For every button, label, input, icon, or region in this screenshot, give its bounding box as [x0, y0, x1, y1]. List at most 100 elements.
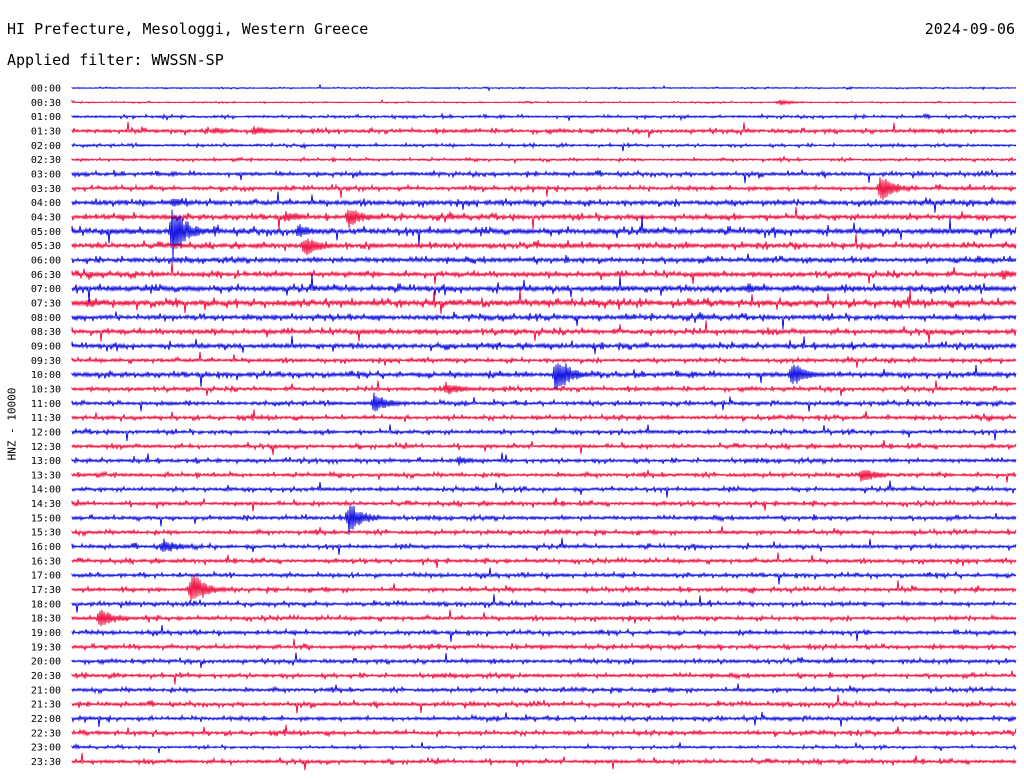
date-label: 2024-09-06: [924, 20, 1015, 38]
trace-row-2300: [71, 742, 1017, 754]
trace-row-0800: [71, 311, 1017, 330]
time-tick-label: 21:30: [31, 700, 61, 711]
time-tick-label: 19:00: [31, 628, 61, 639]
time-tick-label: 01:30: [31, 126, 61, 137]
time-tick-label: 02:00: [31, 141, 61, 152]
page-title: HI Prefecture, Mesologgi, Western Greece: [7, 20, 369, 38]
time-tick-label: 02:30: [31, 155, 61, 166]
time-tick-label: 09:30: [31, 356, 61, 367]
trace-row-1930: [71, 638, 1017, 652]
time-tick-label: 23:30: [31, 757, 61, 768]
time-tick-label: 07:30: [31, 298, 61, 309]
time-tick-label: 20:30: [31, 671, 61, 682]
time-tick-label: 00:30: [31, 98, 61, 109]
time-tick-label: 07:00: [31, 284, 61, 295]
trace-row-2030: [71, 670, 1017, 685]
time-tick-label: 23:00: [31, 743, 61, 754]
time-tick-label: 14:00: [31, 485, 61, 496]
trace-row-0630: [71, 262, 1017, 285]
trace-row-1830: [71, 609, 1017, 627]
trace-row-0000: [71, 83, 1017, 92]
trace-row-1100: [71, 392, 1017, 412]
time-tick-label: 16:30: [31, 556, 61, 567]
time-tick-label: 17:30: [31, 585, 61, 596]
time-tick-label: 10:30: [31, 384, 61, 395]
trace-row-0300: [71, 169, 1017, 184]
time-tick-label: 06:30: [31, 270, 61, 281]
time-tick-label: 13:00: [31, 456, 61, 467]
trace-row-0100: [71, 112, 1017, 122]
trace-row-0130: [71, 121, 1017, 138]
time-tick-label: 05:00: [31, 227, 61, 238]
trace-row-1630: [71, 552, 1017, 569]
trace-row-0700: [71, 274, 1017, 303]
trace-row-1600: [71, 537, 1017, 556]
time-tick-label: 03:30: [31, 184, 61, 195]
time-tick-label: 21:00: [31, 685, 61, 696]
time-tick-label: 18:00: [31, 599, 61, 610]
time-tick-label: 08:00: [31, 313, 61, 324]
trace-row-0530: [71, 233, 1017, 256]
time-tick-label: 20:00: [31, 657, 61, 668]
time-tick-label: 00:00: [31, 84, 61, 95]
trace-row-0900: [71, 335, 1017, 355]
trace-row-0430: [71, 206, 1017, 230]
time-tick-label: 16:00: [31, 542, 61, 553]
trace-row-1030: [71, 380, 1017, 396]
trace-row-1300: [71, 452, 1017, 466]
time-tick-label: 11:30: [31, 413, 61, 424]
trace-row-1530: [71, 525, 1017, 538]
trace-row-1900: [71, 624, 1017, 642]
time-tick-label: 22:00: [31, 714, 61, 725]
time-tick-label: 09:00: [31, 341, 61, 352]
trace-row-0330: [71, 177, 1017, 200]
trace-row-2230: [71, 724, 1017, 738]
trace-row-2330: [71, 753, 1017, 771]
trace-row-0200: [71, 141, 1017, 152]
trace-row-1430: [71, 497, 1017, 512]
trace-row-1800: [71, 594, 1017, 613]
time-tick-label: 12:30: [31, 442, 61, 453]
time-tick-label: 08:30: [31, 327, 61, 338]
time-tick-label: 04:00: [31, 198, 61, 209]
trace-row-2100: [71, 683, 1017, 695]
trace-row-1200: [71, 424, 1017, 441]
time-tick-label: 17:00: [31, 571, 61, 582]
trace-row-2000: [71, 652, 1017, 669]
trace-row-0400: [71, 191, 1017, 213]
trace-row-0230: [71, 156, 1017, 165]
trace-row-0500: [71, 209, 1017, 259]
trace-row-1400: [71, 480, 1017, 498]
trace-row-0830: [71, 320, 1017, 344]
trace-row-2200: [71, 711, 1017, 727]
trace-row-1730: [71, 573, 1017, 602]
time-tick-label: 13:30: [31, 470, 61, 481]
trace-row-0730: [71, 289, 1017, 315]
time-tick-label: 15:00: [31, 513, 61, 524]
trace-row-0030: [71, 98, 1017, 106]
time-tick-label: 22:30: [31, 728, 61, 739]
time-tick-label: 15:30: [31, 528, 61, 539]
time-tick-label: 14:30: [31, 499, 61, 510]
trace-row-1130: [71, 409, 1017, 423]
trace-row-1700: [71, 567, 1017, 585]
time-tick-label: 06:00: [31, 255, 61, 266]
trace-row-1330: [71, 469, 1017, 483]
trace-row-1500: [71, 505, 1017, 535]
trace-row-1000: [71, 363, 1017, 390]
time-tick-label: 12:00: [31, 427, 61, 438]
time-tick-label: 03:00: [31, 169, 61, 180]
time-tick-label: 10:00: [31, 370, 61, 381]
time-tick-label: 18:30: [31, 614, 61, 625]
time-tick-label: 04:30: [31, 212, 61, 223]
trace-row-1230: [71, 440, 1017, 456]
filter-label: Applied filter: WWSSN-SP: [7, 51, 224, 69]
time-tick-label: 11:00: [31, 399, 61, 410]
trace-row-0930: [71, 351, 1017, 368]
trace-row-2130: [71, 694, 1017, 714]
time-tick-label: 05:30: [31, 241, 61, 252]
time-tick-label: 01:00: [31, 112, 61, 123]
time-tick-label: 19:30: [31, 642, 61, 653]
trace-row-0600: [71, 253, 1017, 265]
